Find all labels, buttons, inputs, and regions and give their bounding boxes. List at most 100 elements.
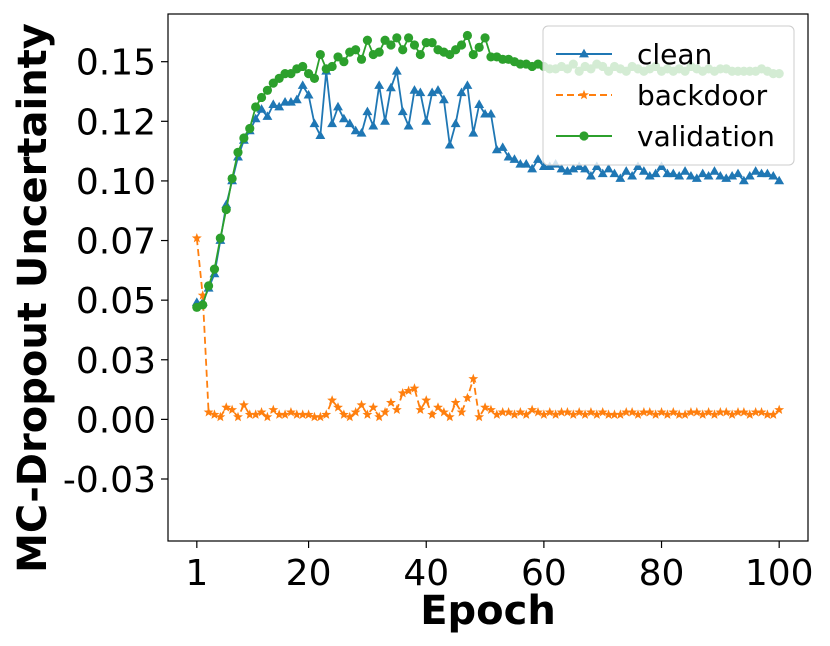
data-point-backdoor — [468, 373, 479, 384]
data-point-clean — [762, 168, 773, 178]
data-point-validation — [256, 92, 267, 103]
data-point-backdoor — [238, 399, 249, 410]
data-point-backdoor — [227, 404, 238, 415]
data-point-clean — [497, 142, 508, 151]
data-point-clean — [768, 170, 779, 180]
data-point-backdoor — [444, 411, 455, 422]
data-point-clean — [338, 113, 349, 123]
y-tick-label: 0.03 — [76, 341, 156, 382]
data-point-clean — [644, 170, 655, 180]
data-point-backdoor — [209, 409, 220, 419]
data-point-backdoor — [544, 407, 555, 417]
data-point-validation — [456, 40, 467, 50]
data-point-clean — [568, 163, 579, 173]
data-point-backdoor — [303, 409, 314, 419]
data-point-backdoor — [638, 407, 649, 417]
x-tick-label: 40 — [403, 553, 449, 594]
data-point-clean — [474, 99, 485, 108]
data-point-clean — [274, 101, 285, 111]
x-axis: 1 20 40 60 80 100 — [185, 541, 814, 594]
data-point-backdoor — [362, 409, 373, 419]
data-point-backdoor — [203, 407, 214, 417]
data-point-backdoor — [603, 409, 614, 419]
data-point-backdoor — [268, 404, 279, 415]
data-point-clean — [738, 175, 749, 185]
data-point-backdoor — [650, 409, 661, 419]
data-point-clean — [503, 151, 514, 161]
data-point-clean — [262, 111, 273, 120]
data-point-backdoor — [521, 409, 532, 419]
data-point-clean — [527, 163, 538, 173]
data-point-validation — [251, 102, 261, 112]
data-point-clean — [674, 170, 685, 180]
data-point-validation — [398, 45, 408, 55]
data-point-clean — [327, 118, 338, 128]
data-point-clean — [456, 87, 467, 97]
data-point-backdoor — [750, 407, 761, 417]
data-point-clean — [591, 161, 602, 170]
legend-label-clean: clean — [637, 38, 712, 71]
data-point-backdoor — [427, 409, 438, 419]
data-point-backdoor — [621, 407, 632, 417]
y-axis-title: MC-Dropout Uncertainty — [10, 23, 56, 573]
y-tick-label: 0.00 — [76, 400, 156, 441]
data-point-clean — [533, 154, 543, 163]
data-point-validation — [233, 147, 243, 157]
data-point-clean — [297, 80, 308, 89]
data-point-clean — [450, 118, 461, 128]
data-point-validation — [339, 57, 349, 67]
data-point-backdoor — [568, 409, 579, 419]
data-point-backdoor — [550, 409, 561, 419]
data-point-clean — [409, 85, 420, 94]
data-point-backdoor — [574, 407, 585, 417]
data-point-backdoor — [727, 409, 738, 419]
x-tick-label: 1 — [185, 553, 208, 594]
data-point-backdoor — [597, 407, 608, 417]
y-tick-label: 0.10 — [76, 162, 156, 203]
data-point-validation — [309, 73, 320, 83]
data-point-clean — [709, 166, 720, 175]
data-point-validation — [427, 38, 437, 48]
data-point-clean — [697, 168, 708, 178]
data-point-backdoor — [321, 409, 332, 419]
data-point-backdoor — [668, 407, 679, 417]
data-point-backdoor — [721, 407, 732, 417]
data-point-backdoor — [662, 409, 673, 419]
legend-entry-validation: validation — [556, 120, 775, 153]
data-point-backdoor — [403, 385, 414, 395]
data-point-backdoor — [274, 409, 285, 419]
data-point-validation — [415, 49, 425, 60]
data-point-clean — [774, 175, 785, 185]
data-point-backdoor — [327, 395, 338, 405]
data-point-clean — [621, 166, 632, 175]
data-point-backdoor — [527, 404, 538, 415]
data-point-clean — [633, 161, 643, 170]
data-point-backdoor — [586, 407, 596, 417]
data-point-backdoor — [756, 407, 767, 417]
data-point-backdoor — [591, 409, 602, 419]
data-point-validation — [356, 54, 367, 64]
data-point-backdoor — [262, 411, 273, 422]
data-point-backdoor — [333, 402, 343, 412]
data-point-backdoor — [633, 409, 643, 419]
x-tick-label: 60 — [521, 553, 567, 594]
legend-label-validation: validation — [637, 120, 775, 153]
data-point-clean — [603, 163, 614, 173]
data-point-clean — [656, 161, 667, 170]
data-point-backdoor — [397, 387, 408, 398]
data-point-clean — [744, 170, 755, 180]
data-point-validation — [227, 173, 237, 184]
data-point-backdoor — [456, 407, 467, 417]
data-point-clean — [627, 170, 638, 180]
data-point-clean — [403, 120, 414, 130]
data-point-clean — [586, 170, 596, 180]
x-tick-label: 100 — [745, 553, 814, 594]
data-point-backdoor — [338, 409, 349, 419]
data-point-clean — [509, 154, 520, 163]
legend-entry-backdoor: backdoor — [556, 79, 768, 112]
data-point-validation — [409, 40, 420, 50]
data-point-backdoor — [656, 407, 667, 417]
data-point-backdoor — [309, 411, 320, 422]
data-point-backdoor — [256, 407, 267, 417]
legend: clean backdoor validation — [542, 25, 795, 166]
